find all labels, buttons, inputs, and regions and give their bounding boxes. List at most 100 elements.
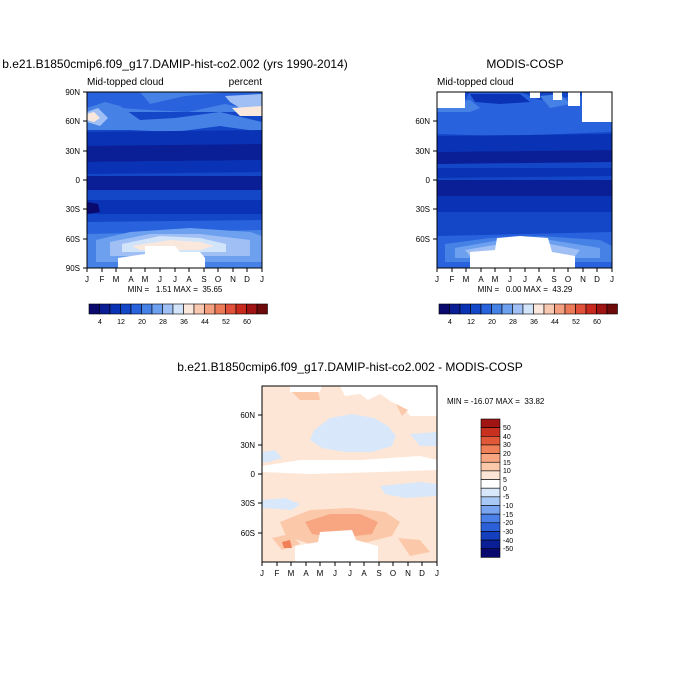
panel-obs-xtick-7: A bbox=[536, 275, 542, 284]
panel-model-xtick-10: N bbox=[230, 275, 236, 284]
panel-diff-cb-label-4: 15 bbox=[503, 460, 511, 467]
panel-model-ytick-0: 90N bbox=[65, 88, 80, 97]
panel-diff-xtick-11: D bbox=[419, 569, 425, 578]
panel-obs-xaxis: J F M A M J J A S O N D J bbox=[435, 268, 614, 284]
panel-obs-cb-label-1: 12 bbox=[467, 319, 475, 326]
panel-model-subtitle-left: Mid-topped cloud bbox=[87, 77, 164, 88]
panel-obs-xtick-0: J bbox=[435, 275, 439, 284]
panel-model-xaxis: J F M A M J J A S O N D J bbox=[85, 268, 264, 284]
panel-obs-xtick-11: D bbox=[594, 275, 600, 284]
panel-model-colorbar-box-14 bbox=[235, 303, 247, 315]
panel-diff-ytick-2: 0 bbox=[251, 470, 256, 479]
panel-model-xtick-0: J bbox=[85, 275, 89, 284]
panel-diff-colorbar: 50 40 30 20 15 10 5 0 -5 -10 -15 -20 -30… bbox=[480, 418, 513, 558]
panel-model-cb-label-4: 36 bbox=[180, 319, 188, 326]
panel-obs-xtick-1: F bbox=[450, 275, 455, 284]
panel-diff-ytick-3: 30S bbox=[241, 499, 255, 508]
panel-model-cb-label-6: 52 bbox=[222, 319, 230, 326]
panel-model-colorbar-box-0 bbox=[88, 303, 100, 315]
panel-diff-xtick-7: A bbox=[361, 569, 367, 578]
panel-obs-colorbar-box-0 bbox=[438, 303, 450, 315]
panel-diff-cb-label-12: -30 bbox=[503, 529, 513, 536]
panel-obs-cb-label-6: 52 bbox=[572, 319, 580, 326]
panel-diff-colorbar-box-12 bbox=[480, 522, 501, 532]
panel-model-colorbar-box-16 bbox=[256, 303, 268, 315]
panel-obs-stats: MIN = 0.00 MAX = 43.29 bbox=[478, 285, 573, 294]
panel-model-ytick-4: 30S bbox=[66, 205, 80, 214]
panel-obs-xtick-12: J bbox=[610, 275, 614, 284]
panel-obs-xtick-10: N bbox=[580, 275, 586, 284]
panel-obs-ytick-3: 30S bbox=[416, 205, 430, 214]
panel-diff-cb-label-11: -20 bbox=[503, 520, 513, 527]
panel-diff-xtick-12: J bbox=[435, 569, 439, 578]
panel-diff-colorbar-box-4 bbox=[480, 453, 501, 463]
panel-model-colorbar-box-4 bbox=[130, 303, 142, 315]
panel-model-xtick-2: M bbox=[113, 275, 120, 284]
panel-model-colorbar-box-8 bbox=[172, 303, 184, 315]
panel-model-colorbar: 4 12 20 28 36 44 52 60 bbox=[88, 303, 268, 326]
panel-obs-colorbar-box-13 bbox=[575, 303, 587, 315]
panel-obs-cb-label-0: 4 bbox=[448, 319, 452, 326]
panel-obs-colorbar: 4 12 20 28 36 44 52 60 bbox=[438, 303, 618, 326]
panel-diff-xtick-6: J bbox=[348, 569, 352, 578]
panel-diff-colorbar-box-15 bbox=[480, 548, 501, 558]
panel-diff-ytick-0: 60N bbox=[240, 411, 255, 420]
panel-model-cb-label-5: 44 bbox=[201, 319, 209, 326]
panel-model-colorbar-box-12 bbox=[214, 303, 226, 315]
panel-obs-ytick-0: 60N bbox=[415, 117, 430, 126]
panel-obs-colorbar-box-1 bbox=[449, 303, 461, 315]
panel-obs-cb-label-4: 36 bbox=[530, 319, 538, 326]
panel-obs-colorbar-box-11 bbox=[554, 303, 566, 315]
panel-model-cb-label-2: 20 bbox=[138, 319, 146, 326]
panel-model-xtick-6: J bbox=[173, 275, 177, 284]
panel-model-subtitle-right: percent bbox=[229, 77, 263, 88]
panel-obs-title: MODIS-COSP bbox=[486, 57, 563, 71]
panel-obs-ytick-2: 0 bbox=[426, 176, 431, 185]
panel-model-colorbar-box-6 bbox=[151, 303, 163, 315]
panel-obs-colorbar-box-7 bbox=[512, 303, 524, 315]
panel-model-xtick-4: M bbox=[142, 275, 149, 284]
panel-obs-colorbar-box-12 bbox=[564, 303, 576, 315]
panel-diff-colorbar-box-7 bbox=[480, 479, 501, 489]
panel-model-colorbar-box-10 bbox=[193, 303, 205, 315]
panel-diff-cb-label-13: -40 bbox=[503, 538, 513, 545]
panel-model-xtick-1: F bbox=[100, 275, 105, 284]
panel-obs-colorbar-box-16 bbox=[606, 303, 618, 315]
panel-diff-colorbar-box-13 bbox=[480, 531, 501, 541]
panel-model-ytick-5: 60S bbox=[66, 235, 80, 244]
panel-obs-colorbar-box-8 bbox=[522, 303, 534, 315]
panel-diff: b.e21.B1850cmip6.f09_g17.DAMIP-hist-co2.… bbox=[177, 360, 545, 578]
panel-diff-colorbar-box-5 bbox=[480, 461, 501, 472]
panel-diff-ytick-1: 30N bbox=[240, 441, 255, 450]
panel-diff-xtick-10: N bbox=[405, 569, 411, 578]
panel-diff-colorbar-box-8 bbox=[480, 487, 501, 498]
panel-model-colorbar-box-9 bbox=[183, 303, 195, 315]
panel-obs-xtick-5: J bbox=[508, 275, 512, 284]
panel-model-colorbar-box-7 bbox=[162, 303, 174, 315]
panel-diff-xtick-1: F bbox=[275, 569, 280, 578]
panel-diff-cb-label-6: 5 bbox=[503, 477, 507, 484]
panel-obs-cb-label-7: 60 bbox=[593, 319, 601, 326]
panel-model-cb-label-3: 28 bbox=[159, 319, 167, 326]
panel-diff-xtick-5: J bbox=[333, 569, 337, 578]
panel-diff-cb-label-14: -50 bbox=[503, 546, 513, 553]
panel-model-xtick-7: A bbox=[186, 275, 192, 284]
panel-obs-cb-label-2: 20 bbox=[488, 319, 496, 326]
panel-model-ytick-1: 60N bbox=[65, 117, 80, 126]
panel-obs-colorbar-box-15 bbox=[596, 303, 608, 315]
panel-diff-plot bbox=[261, 385, 438, 563]
panel-obs-colorbar-box-6 bbox=[501, 303, 513, 315]
panel-diff-yaxis: 60N 30N 0 30S 60S bbox=[240, 411, 262, 538]
panel-model-colorbar-box-3 bbox=[120, 303, 132, 315]
panel-diff-xtick-3: A bbox=[303, 569, 309, 578]
panel-obs-xtick-9: O bbox=[565, 275, 571, 284]
panel-obs-xtick-6: J bbox=[523, 275, 527, 284]
panel-model-colorbar-box-1 bbox=[99, 303, 111, 315]
panel-model-ytick-2: 30N bbox=[65, 147, 80, 156]
panel-diff-colorbar-box-9 bbox=[480, 496, 501, 506]
panel-model-ytick-3: 0 bbox=[76, 176, 81, 185]
panel-diff-colorbar-box-1 bbox=[480, 427, 501, 437]
panel-model-colorbar-box-13 bbox=[225, 303, 237, 315]
panel-model-colorbar-box-2 bbox=[109, 303, 121, 315]
